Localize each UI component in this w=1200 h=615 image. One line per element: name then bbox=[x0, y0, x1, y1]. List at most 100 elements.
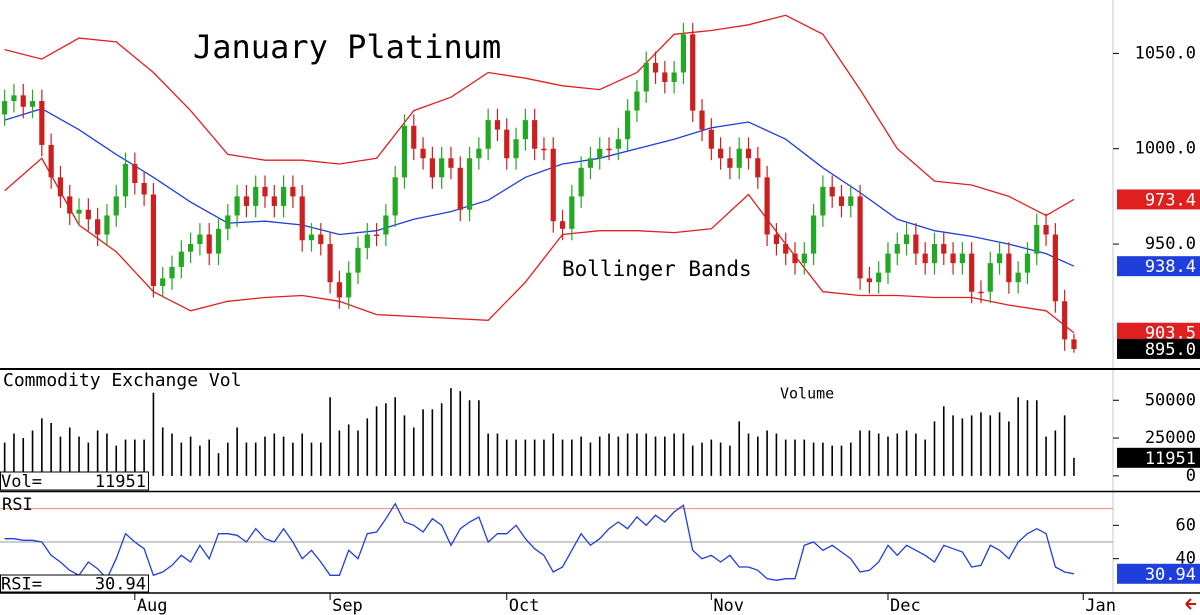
last-rsi-label: 30.94 bbox=[1145, 565, 1196, 585]
x-tick-label: Sep bbox=[332, 596, 363, 615]
candle-body bbox=[1015, 272, 1021, 283]
candle-body bbox=[931, 244, 938, 264]
volume-bar bbox=[412, 427, 415, 476]
candle-body bbox=[76, 209, 82, 214]
volume-bar bbox=[543, 439, 545, 476]
volume-bar bbox=[849, 442, 852, 476]
candle-body bbox=[662, 72, 668, 82]
volume-bar bbox=[329, 397, 331, 476]
candle-body bbox=[950, 253, 956, 264]
volume-bar bbox=[478, 400, 480, 476]
candle-body bbox=[113, 196, 119, 216]
candle-body bbox=[587, 158, 594, 168]
last-value-label-box bbox=[1117, 322, 1200, 343]
volume-bar bbox=[143, 439, 145, 476]
volume-bar bbox=[822, 442, 824, 476]
x-tick-label: Dec bbox=[890, 596, 921, 615]
volume-bar bbox=[366, 418, 369, 476]
candle-body bbox=[299, 196, 305, 241]
candle-body bbox=[225, 215, 231, 229]
volume-bar bbox=[561, 439, 564, 476]
candle-body bbox=[355, 247, 361, 273]
candle-body bbox=[699, 110, 705, 130]
candle-body bbox=[652, 62, 659, 73]
candle-body bbox=[987, 263, 993, 292]
volume-bar bbox=[580, 436, 582, 476]
candle-body bbox=[885, 253, 891, 273]
volume-bar bbox=[422, 409, 424, 476]
volume-bar bbox=[831, 445, 833, 476]
volume-bar bbox=[217, 453, 220, 476]
candle-body bbox=[411, 125, 417, 149]
volume-bar bbox=[199, 445, 201, 476]
volume-bar bbox=[487, 433, 489, 476]
volume-bar bbox=[970, 415, 973, 476]
volume-bar bbox=[134, 439, 136, 476]
volume-bar bbox=[710, 439, 713, 476]
last-value-label-box bbox=[1117, 189, 1200, 210]
x-tick-label: Nov bbox=[713, 596, 744, 615]
candle-body bbox=[271, 196, 277, 206]
volume-bar bbox=[357, 430, 359, 476]
candle-body bbox=[457, 167, 463, 210]
volume-bar bbox=[766, 430, 768, 476]
volume-bar bbox=[22, 438, 25, 476]
candle-body bbox=[1052, 234, 1058, 302]
annotation: Volume bbox=[780, 385, 834, 403]
volume-bar bbox=[682, 433, 685, 476]
candle-body bbox=[671, 72, 677, 82]
volume-bar bbox=[161, 427, 164, 476]
volume-bar bbox=[719, 442, 722, 476]
y-tick-label: 0 bbox=[1186, 466, 1196, 486]
volume-bar bbox=[980, 412, 982, 476]
volume-bar bbox=[738, 421, 741, 476]
volume-bar bbox=[1026, 400, 1029, 476]
candle-body bbox=[336, 282, 342, 298]
candle-body bbox=[308, 234, 315, 241]
candle-body bbox=[234, 196, 240, 216]
volume-bar bbox=[859, 430, 861, 476]
volume-bar bbox=[115, 445, 118, 476]
volume-bar bbox=[319, 442, 322, 476]
volume-bar bbox=[50, 422, 52, 476]
candle-body bbox=[550, 148, 556, 222]
candle-body bbox=[941, 244, 947, 254]
volume-bar bbox=[301, 433, 303, 476]
volume-bar bbox=[691, 445, 694, 476]
band-line bbox=[4, 157, 1075, 334]
candle-body bbox=[318, 234, 324, 245]
candle-body bbox=[48, 144, 54, 178]
candle-body bbox=[736, 148, 742, 168]
candle-body bbox=[959, 253, 965, 264]
volume-bar bbox=[840, 445, 843, 476]
readout-value: 11951 bbox=[95, 472, 146, 492]
candle-body bbox=[466, 158, 473, 210]
candle-body bbox=[1043, 224, 1049, 235]
candle-body bbox=[132, 163, 138, 184]
candle-body bbox=[67, 196, 73, 214]
volume-bar bbox=[915, 433, 917, 476]
volume-bar bbox=[589, 442, 592, 476]
candle-body bbox=[327, 244, 333, 283]
volume-bar bbox=[13, 433, 15, 476]
y-tick-label: 1000.0 bbox=[1135, 139, 1196, 159]
volume-bar bbox=[784, 439, 787, 476]
candle-body bbox=[2, 101, 8, 115]
candle-body bbox=[253, 186, 259, 206]
scroll-arrow[interactable] bbox=[1185, 598, 1196, 610]
candle-body bbox=[969, 253, 975, 292]
volume-bar bbox=[812, 442, 815, 476]
candle-body bbox=[160, 278, 166, 287]
volume-bar bbox=[1035, 400, 1038, 476]
candle-body bbox=[876, 272, 882, 283]
chart-title: January Platinum bbox=[193, 28, 501, 66]
last-value-label: 903.5 bbox=[1145, 324, 1196, 344]
volume-bar bbox=[1045, 436, 1047, 476]
volume-bar bbox=[961, 418, 964, 476]
band-line bbox=[4, 14, 1075, 217]
candle-body bbox=[20, 95, 26, 107]
volume-bar bbox=[459, 391, 462, 476]
volume-bar bbox=[264, 436, 266, 476]
candle-body bbox=[755, 158, 761, 178]
